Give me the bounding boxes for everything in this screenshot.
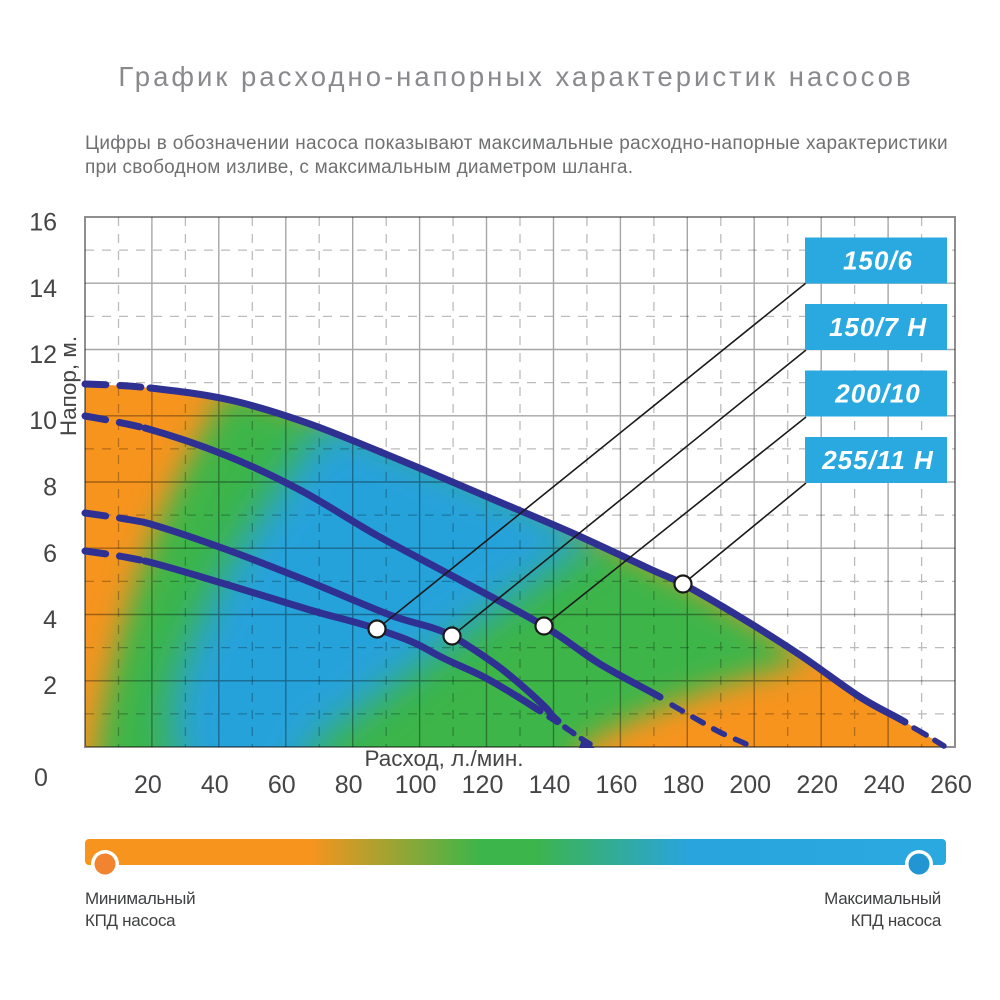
svg-text:150/7 Н: 150/7 Н <box>829 312 927 342</box>
svg-text:10: 10 <box>29 407 57 435</box>
svg-text:Цифры в обозначении насоса пок: Цифры в обозначении насоса показывают ма… <box>85 133 948 154</box>
svg-text:180: 180 <box>662 771 704 799</box>
svg-text:200/10: 200/10 <box>834 379 921 409</box>
svg-text:40: 40 <box>201 771 229 799</box>
svg-text:4: 4 <box>43 606 57 634</box>
svg-text:Напор, м.: Напор, м. <box>56 336 81 436</box>
svg-text:60: 60 <box>268 771 296 799</box>
svg-text:Максимальный: Максимальный <box>824 889 941 908</box>
svg-text:150/6: 150/6 <box>843 246 913 276</box>
svg-text:80: 80 <box>335 771 363 799</box>
svg-text:200: 200 <box>729 771 771 799</box>
svg-text:График расходно-напорных харак: График расходно-напорных характеристик н… <box>118 61 913 92</box>
svg-text:14: 14 <box>29 275 57 303</box>
svg-text:260: 260 <box>930 771 972 799</box>
svg-text:220: 220 <box>796 771 838 799</box>
svg-text:Минимальный: Минимальный <box>85 889 195 908</box>
svg-text:0: 0 <box>34 764 48 792</box>
svg-text:КПД насоса: КПД насоса <box>851 911 942 930</box>
svg-text:255/11 Н: 255/11 Н <box>821 445 934 475</box>
svg-text:2: 2 <box>43 672 57 700</box>
svg-text:КПД насоса: КПД насоса <box>85 911 176 930</box>
svg-text:8: 8 <box>43 474 57 502</box>
svg-text:20: 20 <box>134 771 162 799</box>
svg-text:6: 6 <box>43 540 57 568</box>
svg-text:12: 12 <box>29 341 57 369</box>
svg-text:120: 120 <box>462 771 504 799</box>
svg-text:16: 16 <box>29 209 57 237</box>
svg-text:Расход, л./мин.: Расход, л./мин. <box>364 746 523 771</box>
svg-text:140: 140 <box>529 771 571 799</box>
svg-text:при свободном изливе, с максим: при свободном изливе, с максимальным диа… <box>85 157 633 178</box>
svg-text:100: 100 <box>395 771 437 799</box>
svg-text:160: 160 <box>596 771 638 799</box>
svg-text:240: 240 <box>863 771 905 799</box>
